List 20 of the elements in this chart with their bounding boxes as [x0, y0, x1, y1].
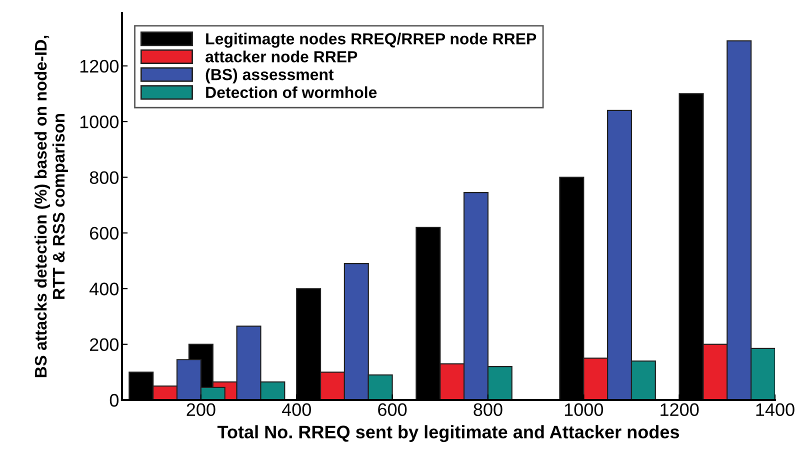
x-tick-label: 600: [378, 403, 407, 416]
y-tick-label: 400: [90, 282, 119, 296]
legend-label: Detection of wormhole: [206, 86, 377, 98]
x-axis-title: Total No. RREQ sent by legitimate and Attacker nodes: [217, 425, 680, 442]
y-axis-title: BS attacks detection (%) based on node-ID, RTT & RSS comparison: [34, 36, 68, 378]
x-tick-label: 200: [186, 403, 216, 416]
x-tick-label: 800: [474, 403, 502, 416]
x-tick-label: 1200: [660, 403, 699, 416]
y-tick-label: 1000: [80, 116, 119, 128]
x-tick-label: 1000: [564, 403, 604, 416]
y-tick-label: 0: [110, 394, 119, 407]
y-tick-label: 200: [90, 338, 119, 352]
legend-label: attacker node RREP: [206, 50, 358, 62]
legend-label: (BS) assessment: [206, 68, 334, 84]
x-tick-label: 1400: [756, 403, 794, 416]
y-tick-label: 600: [90, 226, 119, 240]
y-tick-label: 1200: [80, 60, 119, 73]
x-tick-label: 400: [282, 403, 311, 416]
y-tick-label: 800: [90, 171, 119, 184]
legend-label: Legitimagte nodes RREQ/RREP node RREP: [206, 32, 536, 48]
